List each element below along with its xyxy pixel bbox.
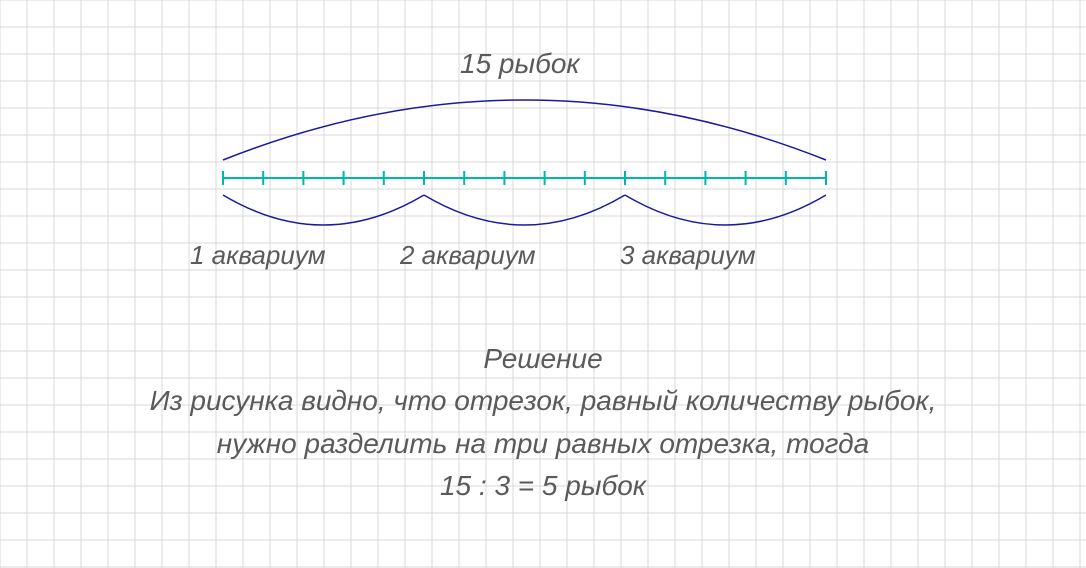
aquarium-label-1: 1 аквариум (190, 240, 326, 271)
solution-line-2: нужно разделить на три равных отрезка, т… (0, 428, 1086, 460)
solution-heading: Решение (0, 343, 1086, 375)
content-layer: 15 рыбок 1 аквариум 2 аквариум 3 аквариу… (0, 0, 1086, 568)
title-label: 15 рыбок (460, 48, 580, 80)
solution-line-3: 15 : 3 = 5 рыбок (0, 470, 1086, 502)
solution-line-1: Из рисунка видно, что отрезок, равный ко… (0, 385, 1086, 417)
aquarium-label-3: 3 аквариум (620, 240, 756, 271)
aquarium-label-2: 2 аквариум (400, 240, 536, 271)
